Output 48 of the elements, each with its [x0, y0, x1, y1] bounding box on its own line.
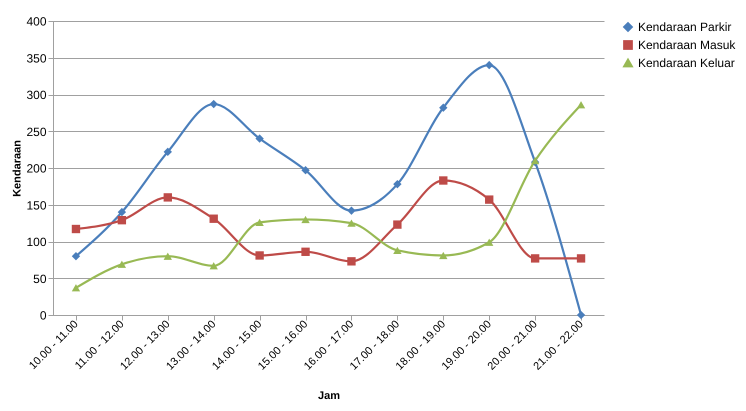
point — [347, 257, 356, 266]
y-tick-label: 250 — [26, 124, 47, 139]
point — [118, 216, 126, 224]
point — [301, 166, 310, 174]
y-tick-label: 150 — [26, 198, 47, 212]
point — [301, 216, 310, 224]
point — [576, 101, 586, 108]
point — [485, 60, 494, 70]
point — [164, 148, 172, 156]
point — [301, 248, 310, 256]
y-tick-label: 300 — [26, 88, 47, 102]
point — [393, 246, 402, 254]
x-axis-title: Jam — [318, 390, 340, 402]
y-tick-label: 100 — [26, 235, 47, 249]
point — [255, 218, 264, 226]
point — [210, 214, 218, 223]
point — [530, 254, 540, 263]
point — [485, 195, 494, 204]
point — [393, 180, 402, 188]
legend-label: Kendaraan Keluar — [638, 56, 735, 70]
y-tick-label: 200 — [26, 162, 47, 176]
legend-label: Kendaraan Parkir — [638, 20, 732, 34]
point — [439, 104, 448, 112]
point — [72, 252, 80, 260]
point — [72, 284, 80, 292]
point — [439, 252, 448, 260]
legend-label: Kendaraan Masuk — [638, 38, 736, 52]
point — [72, 224, 80, 234]
point — [164, 252, 172, 260]
point — [347, 220, 356, 227]
point — [347, 206, 356, 215]
point — [576, 310, 586, 320]
y-tick-label: 350 — [26, 51, 47, 66]
point — [439, 176, 448, 185]
point — [485, 238, 494, 246]
point — [118, 260, 126, 268]
point — [393, 220, 402, 229]
y-tick-label: 0 — [40, 308, 47, 322]
point — [118, 208, 126, 216]
y-axis-title: Kendaraan — [11, 140, 24, 197]
point — [255, 251, 264, 260]
y-tick-label: 50 — [33, 272, 47, 286]
y-tick-label: 400 — [26, 14, 47, 28]
point — [576, 254, 586, 263]
point — [255, 134, 264, 143]
point — [210, 100, 218, 108]
point — [164, 193, 172, 202]
point — [210, 262, 218, 270]
